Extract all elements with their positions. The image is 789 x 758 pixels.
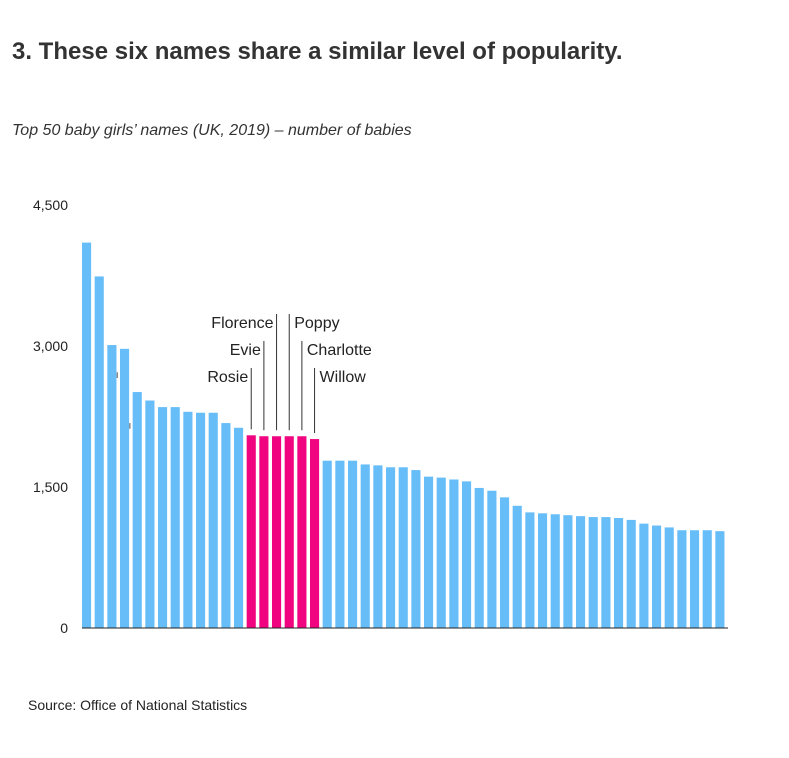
bar [588,517,598,628]
bar [196,412,206,628]
bar [664,527,674,628]
annotations: Rosie Evie Florence Poppy Charlotte Willow [207,314,372,434]
bar [677,530,687,628]
bar [335,460,345,628]
bar [398,467,408,628]
annotation-label: Evie [230,342,261,359]
bar [601,517,611,628]
bar [576,516,586,628]
bar-highlighted [297,436,307,628]
bar [221,423,231,628]
bar [234,427,244,628]
bar [449,479,459,628]
bar [107,345,117,628]
annotation-label: Florence [211,315,273,332]
y-tick-label: 4,500 [33,197,68,213]
bar [132,392,142,628]
chart-title: 3. These six names share a similar level… [12,38,623,65]
bar [715,531,725,628]
bar [500,497,510,628]
bar [690,530,700,628]
bar [512,505,522,628]
annotation-label: Rosie [207,369,248,386]
bar [563,515,573,628]
bar [170,407,180,628]
y-tick-label: 1,500 [33,479,68,495]
bar [424,476,434,628]
bar [158,407,168,628]
y-tick-label: 3,000 [33,338,68,354]
bar-highlighted [284,436,294,628]
y-axis: 0 1,500 3,000 4,500 [33,197,68,636]
bar [373,465,383,628]
annotation-label: Poppy [294,315,339,332]
y-tick-label: 0 [60,620,68,636]
bar [348,460,358,628]
bar [386,467,396,628]
bar [525,512,535,628]
bar [487,490,497,628]
bar [411,470,421,628]
bar-highlighted [310,439,320,628]
bar [436,477,446,628]
bar [614,518,624,628]
bar-highlighted [246,435,256,628]
bar [652,525,662,628]
bar [322,460,332,628]
bar [183,411,193,628]
bar [626,519,636,628]
bar [538,513,548,628]
chart-subtitle: Top 50 baby girls’ names (UK, 2019) – nu… [12,122,412,139]
bar [474,487,484,628]
bar [639,523,649,628]
bar-highlighted [272,436,282,628]
bar [360,464,370,628]
bars [82,242,725,628]
bar [702,530,712,628]
bar [208,412,218,628]
annotation-label: Charlotte [307,342,372,359]
bar [94,276,104,628]
bar [120,348,130,628]
bar [462,481,472,628]
source-note: Source: Office of National Statistics [28,697,248,713]
bar [550,514,560,628]
annotation-label: Willow [320,369,367,386]
bar-highlighted [259,436,269,628]
bar [145,400,155,628]
bar [82,242,92,628]
